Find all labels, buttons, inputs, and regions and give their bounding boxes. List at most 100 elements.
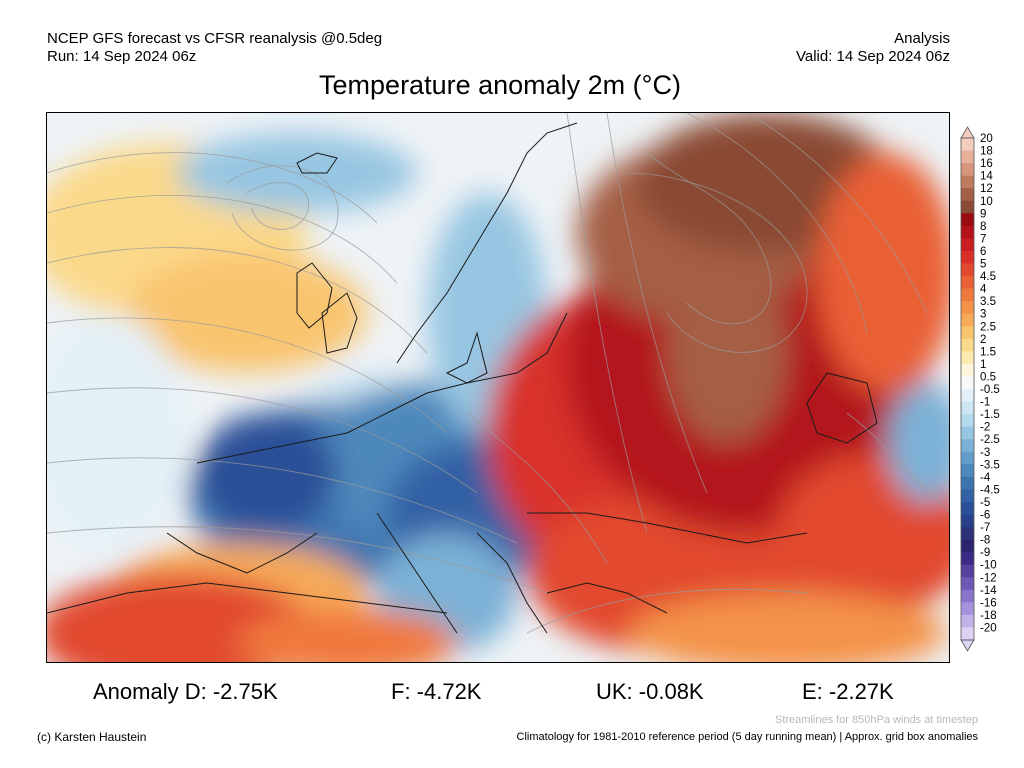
colorbar-label: 12	[980, 183, 993, 195]
colorbar-swatch	[961, 627, 974, 641]
valid-time: Valid: 14 Sep 2024 06z	[795, 48, 950, 65]
colorbar-label: 14	[980, 171, 993, 183]
colorbar-swatch	[961, 138, 974, 151]
model-info: NCEP GFS forecast vs CFSR reanalysis @0.…	[47, 30, 383, 47]
streamlines-note: Streamlines for 850hPa winds at timestep	[775, 714, 978, 726]
colorbar-swatch	[961, 338, 974, 352]
colorbar-label: -1.5	[980, 409, 1000, 421]
colorbar-label: -9	[980, 547, 990, 559]
colorbar-label: -0.5	[980, 384, 1000, 396]
colorbar-label: 2.5	[980, 321, 996, 333]
colorbar-label: -7	[980, 522, 990, 534]
colorbar-label: -2	[980, 422, 990, 434]
colorbar-label: -4.5	[980, 484, 1000, 496]
colorbar-swatch	[961, 351, 974, 365]
colorbar-swatch	[961, 301, 974, 314]
colorbar-label: 8	[980, 221, 986, 233]
colorbar-swatch	[961, 250, 974, 264]
colorbar-label: 0.5	[980, 371, 996, 383]
colorbar-label: 3.5	[980, 296, 996, 308]
colorbar-label: -1	[980, 397, 990, 409]
anomaly-germany: Anomaly D: -2.75K	[93, 679, 278, 704]
colorbar-swatch	[961, 539, 974, 553]
colorbar-swatch	[961, 326, 974, 340]
colorbar: 20 18 16 14 12 10 9 8 7 6 5 4.5 4 3.5 3 2.5 2 1.5 1 0.5 -0.5…	[958, 126, 1018, 652]
colorbar-label: 4.5	[980, 271, 996, 283]
copyright: (c) Karsten Haustein	[37, 730, 147, 744]
colorbar-swatch	[961, 238, 974, 252]
map-canvas	[47, 113, 949, 662]
colorbar-label: -20	[980, 622, 997, 634]
colorbar-swatch	[961, 577, 974, 591]
colorbar-frame	[960, 137, 975, 641]
colorbar-swatch	[961, 276, 974, 289]
anomaly-france: F: -4.72K	[391, 679, 482, 704]
colorbar-swatch	[961, 552, 974, 565]
colorbar-label: -14	[980, 585, 997, 597]
colorbar-label: 2	[980, 334, 986, 346]
coastlines	[47, 122, 878, 634]
colorbar-label: -12	[980, 572, 997, 584]
colorbar-label: 16	[980, 158, 993, 170]
colorbar-label: 7	[980, 233, 986, 245]
colorbar-label: -8	[980, 535, 990, 547]
colorbar-label: -4	[980, 472, 991, 484]
run-info: Run: 14 Sep 2024 06z	[47, 48, 197, 65]
colorbar-swatch	[961, 464, 974, 478]
colorbar-swatch	[961, 313, 974, 327]
colorbar-swatch	[961, 263, 974, 277]
colorbar-swatch	[961, 476, 974, 490]
colorbar-label: 20	[980, 133, 993, 145]
colorbar-label: -5	[980, 497, 990, 509]
analysis-label: Analysis	[894, 30, 950, 47]
colorbar-swatch	[961, 514, 974, 528]
colorbar-label: 5	[980, 259, 986, 271]
colorbar-swatch	[961, 163, 974, 176]
colorbar-swatch	[961, 439, 974, 453]
colorbar-swatch	[961, 363, 974, 377]
colorbar-swatch	[961, 150, 974, 164]
colorbar-swatch	[961, 389, 974, 402]
colorbar-bottom-arrow	[960, 639, 975, 652]
anomaly-spain: E: -2.27K	[802, 679, 894, 704]
colorbar-label: 6	[980, 246, 986, 258]
colorbar-label: 1.5	[980, 346, 996, 358]
colorbar-swatch	[961, 213, 974, 227]
anomaly-uk: UK: -0.08K	[596, 679, 704, 704]
colorbar-label: -16	[980, 597, 997, 609]
colorbar-swatch	[961, 564, 974, 578]
colorbar-label: -18	[980, 610, 997, 622]
header-left: NCEP GFS forecast vs CFSR reanalysis @0.…	[47, 30, 382, 66]
colorbar-label: -2.5	[980, 434, 1000, 446]
colorbar-swatch	[961, 614, 974, 628]
colorbar-swatch	[961, 489, 974, 503]
colorbar-swatch	[961, 451, 974, 465]
colorbar-swatch	[961, 501, 974, 515]
colorbar-label: 9	[980, 208, 986, 220]
colorbar-label: 18	[980, 146, 993, 158]
colorbar-swatch	[961, 527, 974, 540]
colorbar-top-arrow	[960, 126, 975, 139]
colorbar-svg: 201816141210987654.543.532.521.510.5-0.5…	[960, 126, 1000, 652]
colorbar-swatch	[961, 589, 974, 603]
colorbar-swatch	[961, 602, 974, 616]
colorbar-label: -6	[980, 510, 990, 522]
colorbar-label: 10	[980, 196, 993, 208]
colorbar-label: -3.5	[980, 459, 1000, 471]
colorbar-swatch	[961, 401, 974, 415]
colorbar-swatch	[961, 225, 974, 239]
colorbar-swatch	[961, 188, 974, 202]
colorbar-label: 4	[980, 284, 987, 296]
colorbar-label: -3	[980, 447, 990, 459]
streamlines	[47, 113, 949, 634]
colorbar-swatch	[961, 414, 974, 427]
temperature-anomaly-map	[46, 112, 950, 663]
colorbar-label: -10	[980, 560, 997, 572]
header-right: Analysis Valid: 14 Sep 2024 06z	[796, 30, 950, 66]
map-title: Temperature anomaly 2m (°C)	[319, 70, 681, 100]
colorbar-label: 1	[980, 359, 986, 371]
colorbar-swatch	[961, 426, 974, 440]
climatology-note: Climatology for 1981-2010 reference peri…	[516, 731, 978, 743]
colorbar-label: 3	[980, 309, 986, 321]
colorbar-swatch	[961, 288, 974, 302]
